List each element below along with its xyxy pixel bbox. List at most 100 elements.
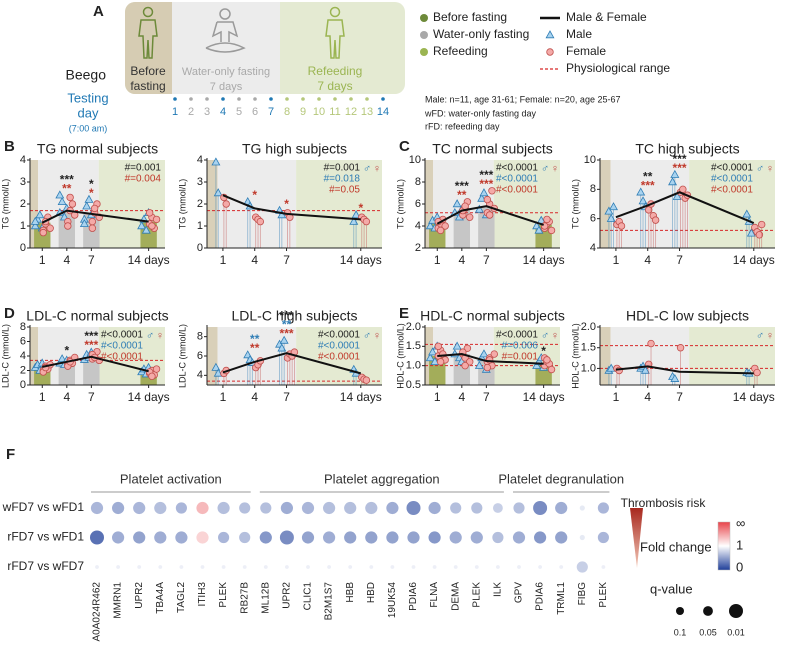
dot — [217, 501, 230, 515]
significance-star: *** — [455, 179, 469, 193]
y-tick-label: 6 — [415, 198, 421, 210]
stat-label: #=0.004 — [125, 174, 162, 185]
sex-symbol: ♀ — [551, 163, 559, 175]
dot — [495, 565, 500, 569]
x-tick-label: 1 — [39, 253, 46, 267]
gene-label: HBD — [366, 582, 377, 603]
row-label: rFD7 vs wFD7 — [7, 559, 84, 573]
day-label: 6 — [252, 106, 258, 118]
data-point — [651, 216, 660, 224]
sex-symbol: ♀ — [766, 330, 774, 342]
data-point — [66, 193, 74, 202]
panel-letter: D — [4, 305, 15, 322]
dot — [301, 501, 315, 515]
size-key — [703, 606, 713, 616]
y-axis-label: TC (mmol/L) — [395, 179, 405, 229]
dot — [218, 531, 230, 544]
dot — [239, 531, 251, 544]
gene-label: CLIC1 — [303, 582, 314, 611]
note: rFD: refeeding day — [425, 121, 500, 131]
gene-label: A0A024R462 — [92, 582, 103, 642]
stat-label: #<0.0001 — [496, 185, 538, 196]
x-tick-label: 4 — [63, 390, 70, 404]
gene-label: TAGL2 — [176, 582, 187, 613]
significance-star: * — [358, 201, 363, 215]
data-point — [532, 360, 542, 369]
stat-label: #<0.0001 — [318, 352, 360, 363]
y-tick-label: 6 — [197, 350, 203, 362]
dot — [158, 565, 163, 569]
significance-star: ** — [250, 332, 260, 346]
dot — [517, 565, 521, 569]
significance-star: * — [541, 344, 546, 358]
data-point — [609, 202, 618, 211]
legend-key — [420, 31, 428, 39]
x-tick-label: 1 — [613, 390, 620, 404]
x-tick-label: 4 — [63, 253, 70, 267]
day-label: 3 — [204, 106, 210, 118]
dot — [390, 565, 395, 569]
dot — [301, 531, 315, 544]
dot — [369, 565, 374, 569]
significance-star: *** — [60, 172, 74, 186]
dot — [133, 501, 146, 515]
significance-star: * — [252, 188, 257, 202]
legend-title: q-value — [650, 581, 693, 596]
data-point — [547, 226, 556, 235]
mean-line — [41, 209, 149, 224]
bar — [83, 356, 100, 385]
significance-star: ** — [643, 169, 653, 183]
dot — [90, 501, 104, 515]
data-point — [617, 222, 626, 230]
significance-star: * — [64, 344, 69, 358]
significance-star: *** — [84, 329, 98, 343]
dot — [239, 502, 251, 514]
data-point — [79, 218, 89, 228]
significance-star: *** — [280, 309, 294, 323]
gene-label: HBB — [345, 582, 356, 603]
data-point — [483, 363, 492, 372]
day-label: 4 — [220, 106, 226, 118]
phase-box-label: Before — [130, 64, 166, 78]
dot — [263, 565, 268, 569]
stat-label: #=0.018 — [324, 174, 361, 185]
dot — [137, 565, 142, 569]
color-bar — [717, 521, 731, 571]
y-tick-label: 2 — [197, 198, 203, 210]
phase-box-label: fasting — [130, 79, 165, 93]
x-tick-label: 4 — [644, 390, 651, 404]
phase-band — [600, 160, 611, 248]
data-point — [30, 221, 40, 230]
significance-star: * — [89, 186, 94, 200]
data-point — [152, 215, 161, 224]
y-axis-label: LDL-C (mmol/L) — [0, 324, 10, 388]
stat-label: #<0.0001 — [496, 163, 538, 174]
size-tick-label: 0.05 — [699, 627, 717, 637]
stat-label: #=0.001 — [502, 352, 539, 363]
group-label: Platelet degranulation — [498, 471, 624, 486]
legend-label: Male — [566, 27, 592, 41]
dot — [386, 531, 399, 544]
mean-line — [222, 194, 361, 221]
y-tick-label: 8 — [20, 321, 26, 333]
data-point — [213, 368, 223, 377]
y-tick-label: 2 — [20, 364, 26, 376]
data-point — [490, 350, 498, 358]
dot — [555, 501, 568, 515]
dot — [471, 502, 483, 514]
phase-box-label: 7 days — [317, 79, 352, 93]
legend-title: Fold change — [640, 539, 712, 554]
data-point — [466, 213, 474, 221]
sex-symbol: ♂ — [756, 330, 764, 342]
dot — [492, 531, 504, 544]
sex-symbol: ♂ — [541, 163, 549, 175]
y-tick-label: 3 — [197, 176, 203, 188]
sex-symbol: ♀ — [373, 163, 381, 175]
y-axis-label: HDL-C (mmol/L) — [395, 323, 405, 389]
data-point — [477, 193, 487, 202]
data-point — [452, 341, 462, 350]
data-point — [488, 187, 496, 195]
data-point — [543, 215, 551, 224]
dot — [406, 501, 421, 515]
day-label: 5 — [236, 106, 242, 118]
